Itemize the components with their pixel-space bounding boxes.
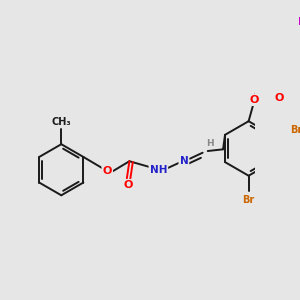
Text: O: O	[103, 166, 112, 176]
Text: Br: Br	[290, 125, 300, 135]
Text: CH₃: CH₃	[52, 117, 71, 127]
Text: N: N	[179, 156, 188, 166]
Text: Br: Br	[242, 195, 255, 205]
Text: H: H	[206, 139, 213, 148]
Text: F: F	[298, 17, 300, 28]
Text: O: O	[250, 95, 259, 105]
Text: O: O	[274, 93, 284, 103]
Text: O: O	[124, 180, 133, 190]
Text: NH: NH	[150, 165, 167, 175]
